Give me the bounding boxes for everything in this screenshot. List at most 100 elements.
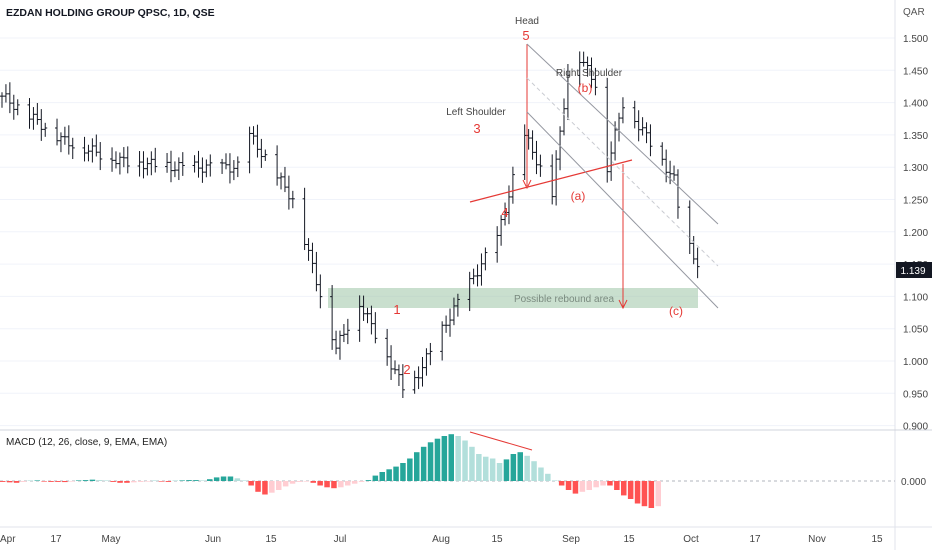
macd-bar [579, 481, 586, 492]
macd-bar [503, 459, 510, 481]
macd-bar [372, 475, 379, 481]
price-tick-label: 1.500 [903, 34, 928, 45]
macd-bar [103, 480, 109, 481]
macd-bar [172, 480, 178, 481]
macd-bar [600, 481, 606, 486]
macd-bar [117, 481, 123, 483]
macd-bar [358, 481, 365, 482]
time-tick-label: 15 [871, 534, 883, 545]
macd-bar [648, 481, 655, 508]
macd-bar [124, 481, 130, 483]
macd-bar [96, 480, 103, 481]
macd-bar [310, 481, 316, 483]
price-tick-label: 1.250 [903, 196, 928, 207]
channel-lower [526, 111, 719, 309]
macd-bar [41, 481, 47, 482]
macd-bar [469, 446, 475, 481]
macd-bar [62, 481, 68, 483]
wave-b-label: (b) [578, 81, 593, 95]
left-shoulder-label: Left Shoulder [446, 107, 506, 118]
wave-1-label: 1 [393, 302, 400, 317]
currency-label: QAR [903, 7, 925, 18]
macd-bar [365, 480, 372, 481]
right-shoulder-label: Right Shoulder [556, 68, 623, 79]
channel-middle [526, 77, 719, 267]
macd-bar [0, 481, 6, 482]
macd-bar [496, 463, 503, 481]
macd-bar [262, 481, 268, 495]
macd-bar [89, 479, 96, 481]
macd-bar [614, 481, 620, 490]
macd-bar [241, 480, 247, 481]
macd-bar [400, 463, 406, 481]
price-tick-label: 1.100 [903, 292, 928, 303]
price-tick-label: 1.200 [903, 228, 928, 239]
wave-5-label: 5 [522, 28, 529, 43]
price-tick-label: 1.050 [903, 325, 928, 336]
time-tick-label: Jun [205, 534, 221, 545]
macd-histogram [0, 434, 661, 508]
macd-bar [138, 481, 144, 482]
macd-bar [427, 442, 434, 481]
price-axis-ticks: 1.5001.4501.4001.3501.3001.2501.2001.150… [903, 34, 928, 433]
price-bars [0, 51, 700, 399]
macd-bar [538, 467, 544, 481]
macd-bar [324, 481, 330, 488]
wave-2-label: 2 [403, 362, 410, 377]
macd-bar [179, 480, 185, 481]
wave-3-label: 3 [473, 121, 480, 136]
macd-bar [186, 480, 192, 481]
macd-bar [276, 481, 282, 490]
macd-bar [572, 481, 579, 494]
macd-bar [462, 440, 468, 481]
macd-bar [414, 452, 420, 481]
time-tick-label: Aug [432, 534, 450, 545]
time-tick-label: Oct [683, 534, 699, 545]
macd-bar [207, 479, 213, 481]
rebound-zone [328, 288, 698, 308]
macd-bar [331, 481, 337, 489]
macd-bar [27, 480, 34, 481]
time-tick-label: Nov [808, 534, 826, 545]
time-tick-label: 15 [491, 534, 503, 545]
macd-bar [338, 481, 344, 488]
macd-bar [489, 458, 496, 481]
macd-bar [213, 477, 220, 481]
macd-bar [248, 481, 254, 486]
macd-bar [269, 481, 275, 493]
macd-bar [234, 478, 241, 481]
macd-bar [621, 481, 627, 496]
macd-bar [434, 438, 441, 481]
time-tick-label: Sep [562, 534, 580, 545]
macd-divergence-line [469, 431, 533, 451]
time-tick-label: 17 [749, 534, 761, 545]
macd-bar [510, 454, 517, 481]
macd-bar [282, 481, 289, 487]
wave-4-label: 4 [501, 205, 508, 220]
time-tick-label: Apr [0, 534, 16, 545]
annotations: Head 5 Left Shoulder 3 Right Shoulder (b… [393, 16, 683, 377]
macd-bar [193, 480, 199, 481]
macd-bar [407, 458, 413, 481]
time-tick-label: May [102, 534, 121, 545]
macd-bar [227, 476, 234, 481]
head-measure-arrowhead [522, 179, 532, 190]
macd-bar [476, 454, 482, 481]
last-price-box [896, 262, 932, 278]
macd-bar [448, 434, 454, 481]
price-tick-label: 1.350 [903, 131, 928, 142]
price-tick-label: 1.300 [903, 163, 928, 174]
macd-bar [393, 466, 399, 481]
macd-bar [165, 481, 172, 482]
last-price-label: 1.139 [900, 266, 925, 277]
macd-bar [131, 481, 137, 483]
price-tick-label: 0.900 [903, 422, 928, 433]
macd-bar [296, 481, 303, 482]
time-tick-label: 15 [265, 534, 277, 545]
target-arrowhead [618, 299, 628, 310]
macd-bar [69, 481, 75, 482]
macd-bar [20, 481, 27, 482]
price-grid [0, 37, 895, 427]
macd-bar [55, 481, 61, 482]
